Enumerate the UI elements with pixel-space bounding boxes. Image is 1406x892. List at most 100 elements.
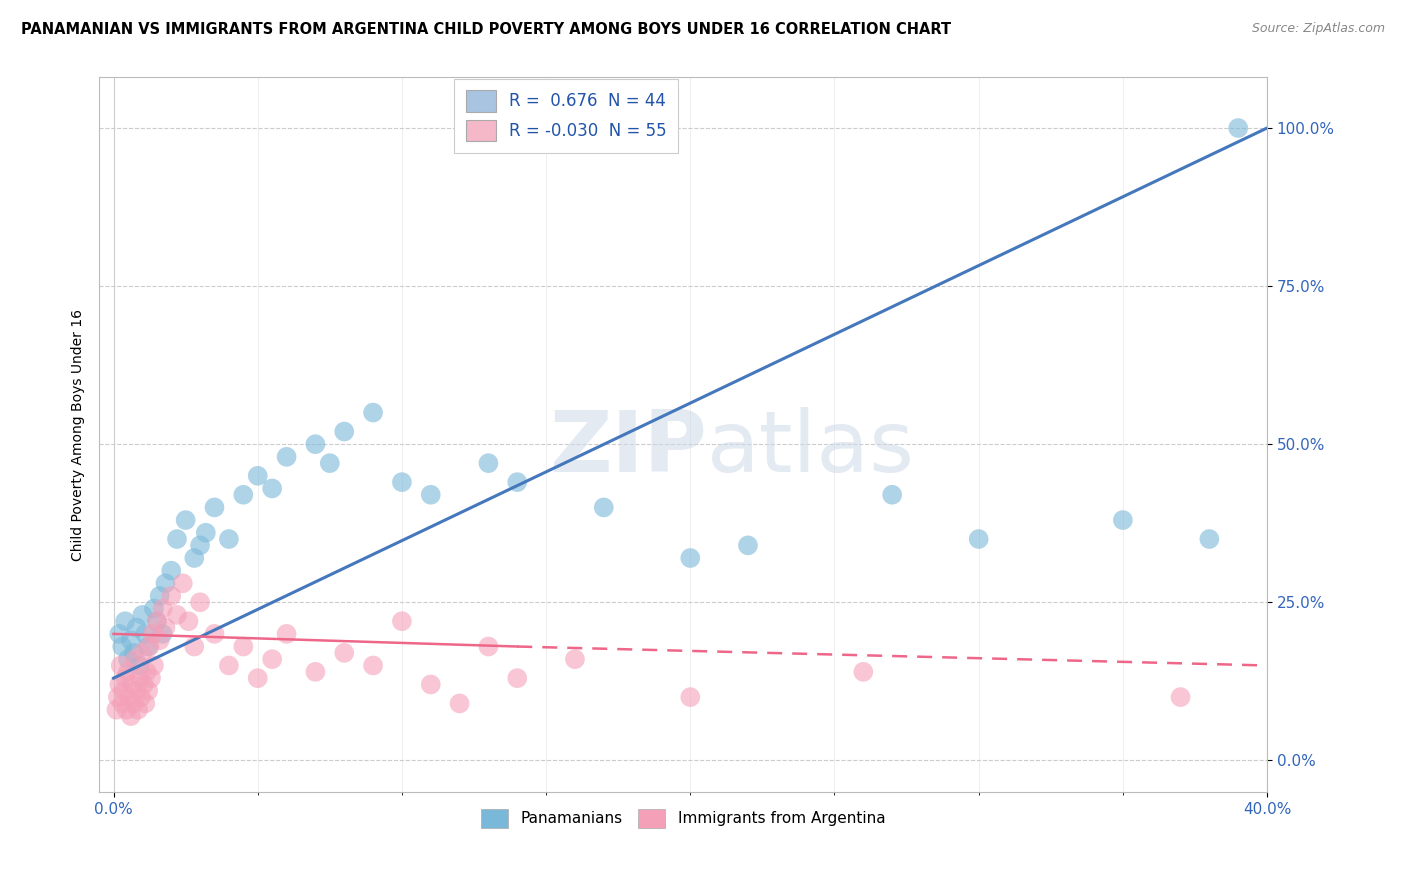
Point: [232, 488, 254, 502]
Point: [152, 601, 174, 615]
Point: [107, 690, 129, 705]
Point: [131, 607, 153, 622]
Point: [391, 614, 413, 628]
Point: [1227, 121, 1250, 136]
Text: ZIP: ZIP: [548, 408, 706, 491]
Point: [506, 671, 529, 685]
Point: [111, 697, 134, 711]
Point: [141, 627, 163, 641]
Point: [1198, 532, 1220, 546]
Point: [146, 614, 169, 628]
Point: [146, 614, 169, 628]
Point: [152, 627, 174, 641]
Point: [967, 532, 990, 546]
Point: [117, 652, 139, 666]
Point: [125, 621, 148, 635]
Point: [333, 425, 356, 439]
Point: [449, 697, 471, 711]
Point: [304, 665, 326, 679]
Point: [139, 671, 162, 685]
Legend: Panamanians, Immigrants from Argentina: Panamanians, Immigrants from Argentina: [475, 803, 891, 834]
Point: [246, 671, 269, 685]
Point: [419, 677, 441, 691]
Point: [333, 646, 356, 660]
Point: [114, 671, 136, 685]
Point: [183, 640, 205, 654]
Point: [1170, 690, 1192, 705]
Point: [136, 683, 159, 698]
Point: [172, 576, 194, 591]
Point: [319, 456, 342, 470]
Point: [166, 607, 188, 622]
Point: [118, 690, 141, 705]
Point: [246, 468, 269, 483]
Point: [160, 589, 183, 603]
Point: [142, 658, 165, 673]
Point: [204, 500, 226, 515]
Point: [882, 488, 904, 502]
Point: [737, 538, 759, 552]
Point: [506, 475, 529, 489]
Point: [592, 500, 614, 515]
Point: [166, 532, 188, 546]
Point: [477, 456, 499, 470]
Point: [679, 690, 702, 705]
Point: [108, 677, 131, 691]
Point: [122, 646, 145, 660]
Point: [149, 589, 172, 603]
Point: [134, 627, 156, 641]
Point: [1112, 513, 1135, 527]
Point: [232, 640, 254, 654]
Point: [142, 601, 165, 615]
Point: [132, 677, 155, 691]
Point: [194, 525, 217, 540]
Point: [112, 683, 135, 698]
Point: [361, 406, 384, 420]
Point: [361, 658, 384, 673]
Point: [276, 450, 298, 464]
Point: [105, 703, 128, 717]
Text: Source: ZipAtlas.com: Source: ZipAtlas.com: [1251, 22, 1385, 36]
Point: [110, 658, 132, 673]
Point: [276, 627, 298, 641]
Point: [155, 621, 177, 635]
Point: [135, 665, 157, 679]
Point: [419, 488, 441, 502]
Point: [183, 551, 205, 566]
Point: [679, 551, 702, 566]
Point: [136, 640, 159, 654]
Point: [177, 614, 200, 628]
Point: [304, 437, 326, 451]
Point: [131, 646, 153, 660]
Point: [120, 709, 142, 723]
Point: [149, 633, 172, 648]
Point: [134, 697, 156, 711]
Point: [391, 475, 413, 489]
Point: [122, 697, 145, 711]
Point: [125, 683, 148, 698]
Y-axis label: Child Poverty Among Boys Under 16: Child Poverty Among Boys Under 16: [72, 309, 86, 561]
Point: [262, 652, 284, 666]
Point: [218, 532, 240, 546]
Point: [128, 671, 150, 685]
Point: [124, 652, 146, 666]
Point: [477, 640, 499, 654]
Point: [188, 538, 211, 552]
Point: [155, 576, 177, 591]
Point: [115, 703, 138, 717]
Point: [117, 665, 139, 679]
Point: [262, 482, 284, 496]
Point: [114, 614, 136, 628]
Point: [218, 658, 240, 673]
Point: [129, 690, 152, 705]
Text: atlas: atlas: [706, 408, 914, 491]
Point: [174, 513, 197, 527]
Point: [160, 564, 183, 578]
Point: [127, 703, 149, 717]
Point: [188, 595, 211, 609]
Point: [121, 677, 143, 691]
Point: [128, 658, 150, 673]
Point: [852, 665, 875, 679]
Point: [111, 640, 134, 654]
Point: [204, 627, 226, 641]
